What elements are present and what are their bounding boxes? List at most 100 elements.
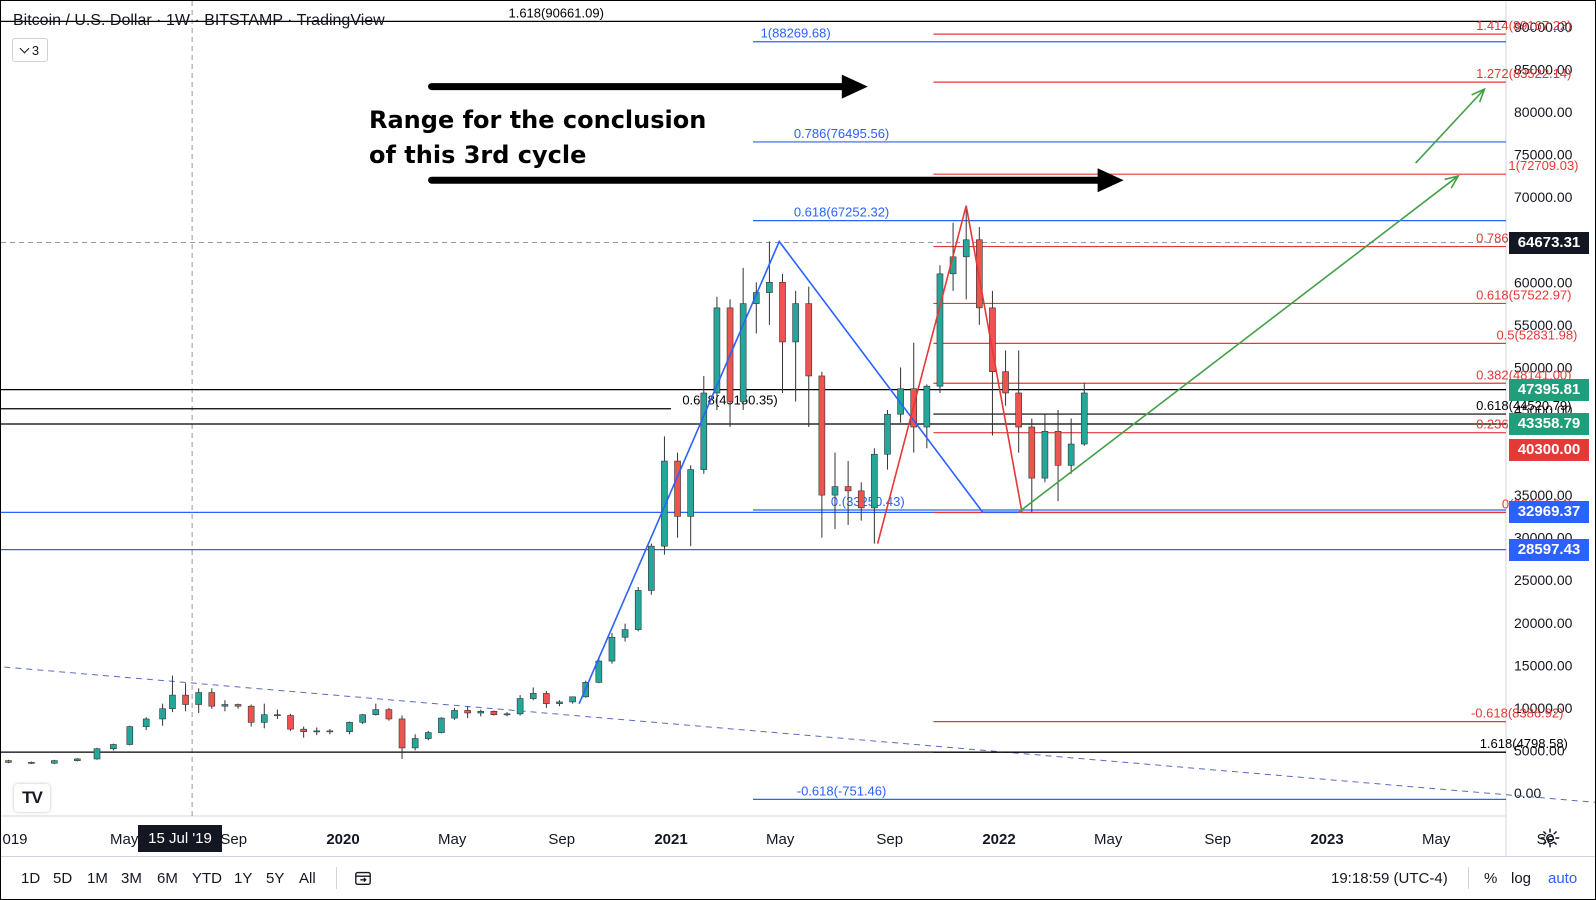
candle[interactable]: [1041, 414, 1049, 483]
timeframe-button-6m[interactable]: 6M: [157, 870, 178, 887]
timeframe-button-5y[interactable]: 5Y: [266, 870, 285, 887]
candle[interactable]: [1080, 382, 1088, 446]
projection-line[interactable]: [1018, 175, 1459, 513]
candle[interactable]: [884, 410, 891, 470]
auto-scale-button[interactable]: auto: [1548, 870, 1578, 887]
price-chart[interactable]: 90000.00 85000.00 80000.00 75000.00 70000.00…: [1, 1, 1595, 856]
candle[interactable]: [1028, 418, 1036, 513]
candle[interactable]: [687, 465, 694, 547]
dashed-trendline[interactable]: [1, 657, 1595, 803]
candle[interactable]: [766, 241, 773, 325]
candle[interactable]: [126, 725, 134, 746]
tradingview-logo-icon[interactable]: TV: [14, 784, 50, 812]
candle[interactable]: [326, 729, 334, 735]
candle[interactable]: [195, 688, 202, 713]
red-pattern-line[interactable]: [876, 205, 1023, 544]
candle[interactable]: [621, 623, 629, 642]
gear-icon[interactable]: [1539, 827, 1561, 849]
candle[interactable]: [779, 273, 786, 393]
candle[interactable]: [739, 267, 747, 410]
candle[interactable]: [648, 543, 655, 595]
candle[interactable]: [844, 461, 852, 525]
legend-toggle-button[interactable]: 3: [12, 38, 48, 62]
candle[interactable]: [260, 703, 268, 729]
candle[interactable]: [897, 367, 904, 423]
candle[interactable]: [142, 717, 150, 731]
candle[interactable]: [346, 721, 353, 735]
interval[interactable]: 1W: [165, 12, 190, 29]
date-range-icon[interactable]: [354, 869, 372, 887]
candle[interactable]: [503, 712, 511, 717]
candle[interactable]: [93, 747, 101, 760]
candle[interactable]: [1002, 350, 1009, 406]
candle[interactable]: [792, 290, 799, 402]
candle[interactable]: [51, 759, 58, 765]
fib-level-label: -0.618(-751.46): [797, 783, 887, 798]
clock[interactable]: 19:18:59 (UTC-4): [1331, 870, 1448, 887]
timeframe-button-3m[interactable]: 3M: [121, 870, 142, 887]
candle[interactable]: [529, 687, 537, 701]
candle[interactable]: [962, 205, 970, 300]
candle[interactable]: [74, 758, 81, 762]
candle[interactable]: [857, 482, 865, 521]
candle[interactable]: [359, 713, 366, 725]
candle[interactable]: [674, 452, 681, 538]
candle[interactable]: [556, 700, 563, 707]
candle[interactable]: [490, 710, 498, 716]
candle[interactable]: [713, 296, 721, 410]
candle[interactable]: [608, 632, 616, 664]
candle[interactable]: [274, 709, 281, 719]
timeframe-button-1y[interactable]: 1Y: [234, 870, 253, 887]
candle[interactable]: [726, 299, 734, 428]
candle[interactable]: [372, 703, 380, 716]
candle[interactable]: [313, 727, 321, 736]
candle[interactable]: [1015, 350, 1022, 453]
candle[interactable]: [424, 730, 432, 741]
projection-line[interactable]: [1414, 88, 1486, 164]
blue-pattern-line[interactable]: [578, 239, 1019, 704]
candle[interactable]: [700, 375, 708, 474]
candle[interactable]: [595, 657, 603, 684]
candle[interactable]: [398, 715, 406, 759]
timeframe-button-ytd[interactable]: YTD: [192, 870, 222, 887]
candle[interactable]: [169, 675, 176, 713]
candle[interactable]: [871, 448, 878, 544]
candle[interactable]: [385, 707, 393, 721]
candle[interactable]: [287, 713, 294, 731]
candle[interactable]: [936, 265, 944, 393]
candle[interactable]: [989, 290, 996, 436]
timeframe-button-all[interactable]: All: [299, 870, 316, 887]
candle[interactable]: [569, 696, 576, 704]
candle[interactable]: [1054, 410, 1062, 502]
candle[interactable]: [234, 703, 242, 709]
candle[interactable]: [805, 286, 813, 428]
candle[interactable]: [543, 690, 550, 708]
candle[interactable]: [28, 761, 35, 765]
candle[interactable]: [831, 452, 839, 530]
candle[interactable]: [464, 706, 471, 719]
candle[interactable]: [634, 587, 642, 632]
candle[interactable]: [247, 704, 255, 727]
log-scale-button[interactable]: log: [1511, 870, 1532, 887]
candle[interactable]: [221, 700, 229, 712]
x-tick-label: Sep: [876, 831, 903, 848]
candle[interactable]: [451, 707, 458, 720]
candle[interactable]: [411, 734, 419, 751]
candle[interactable]: [208, 688, 216, 709]
timeframe-button-1d[interactable]: 1D: [21, 870, 41, 887]
candle[interactable]: [516, 695, 524, 716]
candle[interactable]: [159, 703, 166, 726]
timeframe-button-1m[interactable]: 1M: [87, 870, 108, 887]
candle[interactable]: [818, 371, 826, 538]
candle[interactable]: [661, 436, 668, 555]
percent-scale-button[interactable]: %: [1484, 870, 1498, 887]
candle[interactable]: [1067, 418, 1075, 474]
symbol-name[interactable]: Bitcoin / U.S. Dollar: [13, 12, 152, 29]
candle[interactable]: [182, 683, 189, 712]
timeframe-button-5d[interactable]: 5D: [53, 870, 73, 887]
candle[interactable]: [300, 726, 307, 738]
candle[interactable]: [5, 759, 12, 764]
candle[interactable]: [438, 717, 445, 734]
candle[interactable]: [110, 743, 117, 751]
candle[interactable]: [477, 709, 485, 717]
